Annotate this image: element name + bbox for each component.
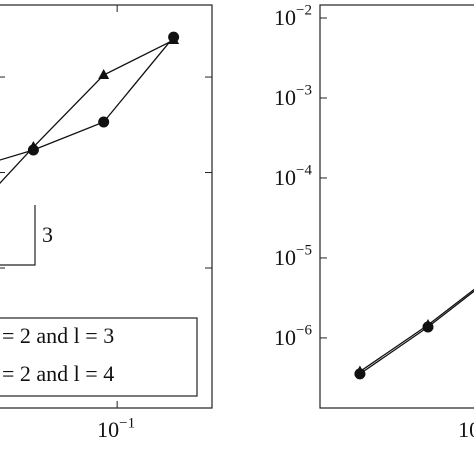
slope-triangle — [0, 205, 36, 266]
marker — [168, 34, 180, 45]
y-tick-label: 10 — [274, 325, 296, 350]
annotation: 3 — [42, 222, 53, 247]
marker — [98, 69, 110, 80]
series-line — [359, 288, 474, 373]
plot-area — [354, 288, 474, 380]
y-tick-label: 10 — [274, 85, 296, 110]
y-tick-label: 10 — [274, 165, 296, 190]
y-tick-exponent: −4 — [296, 162, 312, 178]
y-tick-label: 10 — [274, 5, 296, 30]
legend-label: = 2 and l = 3 — [2, 323, 114, 348]
legend-box — [0, 317, 198, 397]
legend-label: = 2 and l = 4 — [2, 361, 114, 386]
plot-frame — [319, 4, 474, 409]
series-line — [0, 39, 174, 185]
series-line — [359, 290, 474, 375]
y-tick-label: 10 — [274, 245, 296, 270]
series-line — [0, 36, 175, 161]
x-tick-label: 10 — [97, 417, 119, 442]
x-tick-exponent: −1 — [119, 415, 135, 431]
x-tick-label: 10 — [458, 417, 474, 442]
plot-area — [0, 31, 180, 185]
marker — [98, 116, 110, 128]
y-tick-exponent: −3 — [296, 82, 312, 98]
marker — [422, 319, 434, 330]
plot-frame — [0, 4, 213, 409]
y-tick-exponent: −5 — [296, 242, 312, 258]
marker — [27, 141, 39, 152]
marker — [354, 365, 366, 376]
y-tick-exponent: −6 — [296, 322, 312, 338]
y-tick-exponent: −2 — [296, 2, 312, 18]
